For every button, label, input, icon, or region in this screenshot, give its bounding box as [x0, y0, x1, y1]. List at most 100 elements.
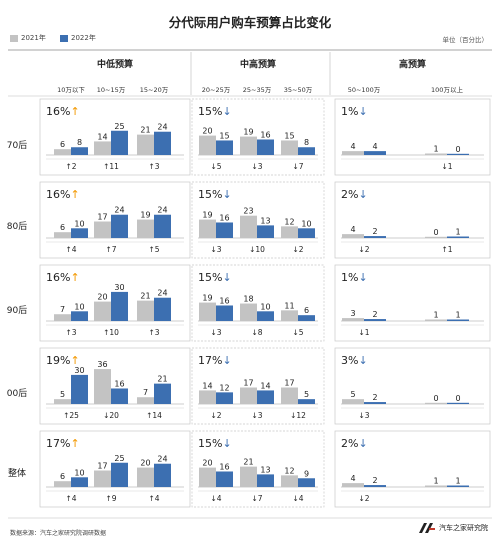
bar-2021 [137, 467, 154, 487]
change-down-label: ↓20 [103, 411, 119, 420]
bar-value-2021: 6 [60, 223, 65, 232]
bar-2022 [154, 131, 171, 155]
bar-2021 [240, 215, 257, 238]
unit-label: 单位（百分比） [442, 36, 489, 44]
bar-2022 [298, 147, 315, 155]
bar-2022 [257, 311, 274, 321]
bar-value-2021: 17 [97, 462, 107, 471]
bar-value-2022: 10 [74, 468, 84, 477]
bar-value-2021: 4 [350, 142, 355, 151]
share-label: 17%↓ [198, 354, 232, 367]
bar-2021 [342, 151, 364, 155]
bar-value-2022: 16 [114, 379, 124, 388]
bar-2021 [199, 219, 216, 238]
change-up-label: ↑9 [105, 494, 116, 503]
share-label: 15%↓ [198, 271, 232, 284]
bar-2021 [281, 387, 298, 404]
bar-2022 [71, 477, 88, 487]
bar-value-2022: 2 [372, 476, 377, 485]
panel-box [191, 430, 325, 508]
change-down-label: ↓3 [210, 245, 221, 254]
legend-2021: 2021年 [10, 33, 46, 43]
panel-box [39, 98, 191, 176]
bar-value-2021: 11 [284, 301, 294, 310]
share-down-arrow-icon: ↓ [222, 437, 231, 450]
share-up-arrow-icon: ↑ [70, 437, 79, 450]
bar-2022 [298, 399, 315, 404]
category-label: 15~20万 [140, 86, 169, 94]
share-label: 16%↑ [46, 105, 80, 118]
bar-value-2022: 30 [114, 283, 124, 292]
bar-2022 [364, 402, 386, 404]
change-down-label: ↓2 [292, 245, 303, 254]
legend-swatch-2022 [60, 34, 68, 42]
share-label: 2%↓ [341, 437, 368, 450]
change-down-label: ↓7 [292, 162, 303, 171]
change-down-label: ↓8 [251, 328, 262, 337]
bar-value-2022: 16 [219, 213, 229, 222]
bar-2022 [257, 139, 274, 155]
change-down-label: ↓3 [251, 162, 262, 171]
brand-logo: 汽车之家研究院 [418, 522, 488, 534]
change-up-label: ↑5 [148, 245, 159, 254]
bar-2021 [342, 483, 364, 487]
bar-value-2021: 17 [97, 213, 107, 222]
panel-box [334, 264, 491, 342]
share-down-arrow-icon: ↓ [222, 354, 231, 367]
bar-value-2022: 24 [157, 206, 167, 215]
bar-2021 [240, 136, 257, 155]
panel-box [334, 98, 491, 176]
change-up-label: ↑14 [146, 411, 162, 420]
share-down-arrow-icon: ↓ [358, 271, 367, 284]
bar-2021 [425, 236, 447, 238]
bar-value-2022: 15 [219, 131, 229, 140]
share-down-arrow-icon: ↓ [222, 271, 231, 284]
bar-2021 [94, 369, 111, 404]
bar-value-2021: 7 [143, 388, 148, 397]
bar-value-2022: 0 [455, 394, 460, 403]
bar-2022 [257, 225, 274, 238]
bar-value-2022: 9 [304, 469, 309, 478]
panel-box [39, 264, 191, 342]
share-value: 1% [341, 105, 358, 118]
bar-value-2021: 14 [97, 132, 107, 141]
change-down-label: ↓2 [210, 411, 221, 420]
share-down-arrow-icon: ↓ [222, 188, 231, 201]
bar-2021 [94, 470, 111, 487]
bar-2022 [447, 153, 469, 155]
share-down-arrow-icon: ↓ [222, 105, 231, 118]
bar-2022 [154, 383, 171, 404]
change-down-label: ↓10 [249, 245, 265, 254]
bar-value-2022: 24 [157, 289, 167, 298]
change-down-label: ↓2 [358, 494, 369, 503]
row-label-80: 80后 [6, 222, 28, 232]
share-label: 2%↓ [341, 188, 368, 201]
bar-2022 [298, 478, 315, 487]
bar-2021 [137, 134, 154, 155]
share-label: 1%↓ [341, 105, 368, 118]
row-label-90: 90后 [6, 306, 28, 316]
bar-2022 [111, 291, 128, 321]
bar-2021 [425, 485, 447, 487]
bar-value-2021: 12 [284, 466, 294, 475]
bar-value-2022: 25 [114, 122, 124, 131]
bar-2022 [154, 297, 171, 321]
bar-value-2021: 6 [60, 472, 65, 481]
bar-2022 [216, 471, 233, 487]
share-value: 1% [341, 271, 358, 284]
change-up-label: ↑4 [65, 494, 76, 503]
bar-2022 [447, 485, 469, 487]
bar-value-2022: 10 [74, 302, 84, 311]
share-label: 15%↓ [198, 437, 232, 450]
bar-2022 [111, 214, 128, 238]
bar-value-2021: 21 [140, 292, 150, 301]
bar-value-2022: 2 [372, 310, 377, 319]
share-up-arrow-icon: ↑ [70, 188, 79, 201]
brand-name: 汽车之家研究院 [439, 524, 488, 532]
bar-2021 [54, 314, 71, 321]
share-value: 16% [46, 271, 70, 284]
bar-value-2021: 15 [284, 131, 294, 140]
bar-2022 [216, 140, 233, 155]
share-label: 15%↓ [198, 188, 232, 201]
